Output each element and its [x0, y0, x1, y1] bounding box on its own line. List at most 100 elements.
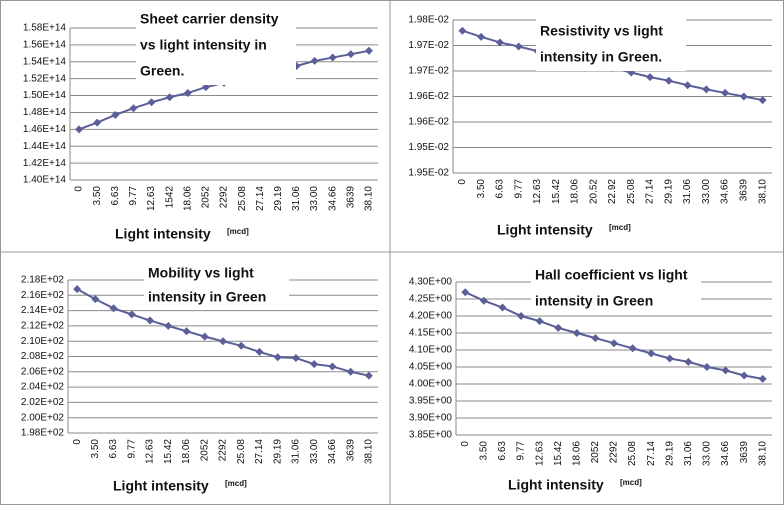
x-tick-label: 27.14 — [254, 439, 265, 464]
x-tick-label: 25.08 — [627, 441, 638, 466]
x-tick-label: 12.63 — [146, 186, 157, 211]
x-axis-label: Light intensity — [497, 222, 593, 238]
x-tick-label: 12.63 — [534, 441, 545, 466]
marker — [165, 93, 174, 102]
y-tick-label: 4.25E+00 — [409, 294, 453, 305]
y-tick-label: 2.04E+02 — [21, 382, 65, 393]
y-tick-label: 1.97E-02 — [408, 40, 449, 51]
y-tick-label: 2.08E+02 — [21, 351, 65, 362]
marker — [479, 296, 488, 305]
y-tick-label: 2.16E+02 — [21, 290, 65, 301]
marker — [758, 374, 767, 383]
chart-title: intensity in Green. — [540, 49, 662, 65]
x-tick-label: 6.63 — [497, 441, 508, 461]
x-tick-label: 1542 — [164, 186, 175, 209]
marker — [200, 332, 209, 341]
x-tick-label: 15.42 — [553, 441, 564, 466]
marker — [721, 88, 730, 97]
y-tick-label: 3.85E+00 — [409, 430, 453, 441]
marker — [109, 304, 118, 313]
y-tick-label: 1.98E+02 — [21, 428, 65, 439]
marker — [495, 38, 504, 47]
marker — [91, 295, 100, 304]
chart-title: Resistivity vs light — [540, 23, 663, 39]
y-tick-label: 1.96E-02 — [408, 117, 449, 128]
marker — [458, 26, 467, 35]
marker — [646, 73, 655, 82]
x-tick-label: 3.50 — [479, 441, 490, 461]
y-tick-label: 1.42E+14 — [23, 158, 67, 169]
x-tick-label: 15.42 — [551, 179, 562, 204]
x-tick-label: 0 — [72, 439, 83, 445]
marker — [535, 317, 544, 326]
marker — [255, 347, 264, 356]
y-tick-label: 4.05E+00 — [409, 362, 453, 373]
y-tick-label: 2.00E+02 — [21, 412, 65, 423]
y-tick-label: 1.97E-02 — [408, 66, 449, 77]
x-tick-label: 25.08 — [237, 186, 248, 211]
x-tick-label: 9.77 — [128, 186, 139, 206]
chart-title: vs light intensity in — [140, 37, 267, 53]
marker — [702, 363, 711, 371]
marker — [73, 285, 82, 294]
x-tick-label: 6.63 — [495, 179, 506, 199]
x-tick-label: 33.00 — [701, 179, 712, 204]
title-box — [136, 7, 296, 85]
marker — [364, 46, 373, 55]
x-tick-label: 9.77 — [126, 439, 137, 459]
x-tick-label: 29.19 — [273, 186, 284, 211]
y-tick-label: 1.52E+14 — [23, 73, 67, 84]
x-tick-label: 0 — [74, 186, 85, 192]
x-tick-label: 2052 — [590, 441, 601, 464]
x-tick-label: 0 — [457, 179, 468, 185]
y-tick-label: 2.14E+02 — [21, 305, 65, 316]
marker — [237, 341, 246, 350]
y-tick-label: 4.30E+00 — [409, 277, 453, 288]
chart-title: Sheet carrier density — [140, 11, 279, 27]
y-tick-label: 3.90E+00 — [409, 413, 453, 424]
x-tick-label: 18.06 — [182, 186, 193, 211]
marker — [146, 316, 155, 325]
x-tick-label: 3.50 — [476, 179, 487, 199]
marker — [517, 312, 526, 320]
marker — [75, 125, 84, 134]
y-tick-label: 2.18E+02 — [21, 275, 65, 286]
marker — [554, 323, 563, 332]
marker — [664, 76, 673, 85]
x-axis-label: Light intensity — [115, 226, 211, 242]
y-tick-label: 1.98E-02 — [408, 15, 449, 26]
x-tick-label: 33.00 — [309, 186, 320, 211]
x-tick-label: 3639 — [345, 186, 356, 209]
marker — [328, 362, 337, 371]
marker — [346, 367, 355, 376]
marker — [702, 85, 711, 94]
x-axis-unit: [mcd] — [609, 223, 631, 232]
x-tick-label: 29.19 — [272, 439, 283, 464]
title-box — [531, 263, 701, 315]
y-tick-label: 1.96E-02 — [408, 91, 449, 102]
marker — [310, 360, 319, 369]
marker — [461, 288, 470, 297]
chart-title: Hall coefficient vs light — [535, 267, 688, 283]
marker — [758, 96, 767, 105]
marker — [183, 89, 192, 98]
marker — [111, 110, 120, 119]
x-tick-label: 3639 — [738, 179, 749, 202]
x-axis-unit: [mcd] — [225, 479, 247, 488]
y-tick-label: 1.54E+14 — [23, 56, 67, 67]
x-axis-unit: [mcd] — [227, 227, 249, 236]
marker — [273, 353, 282, 362]
x-tick-label: 31.06 — [291, 186, 302, 211]
x-tick-label: 20.52 — [588, 179, 599, 204]
x-tick-label: 33.00 — [702, 441, 713, 466]
x-tick-label: 18.06 — [181, 439, 192, 464]
x-tick-label: 27.14 — [646, 441, 657, 466]
title-box — [536, 19, 686, 71]
y-tick-label: 1.95E-02 — [408, 168, 449, 179]
x-tick-label: 9.77 — [516, 441, 527, 461]
marker — [591, 334, 600, 343]
x-tick-label: 2292 — [609, 441, 620, 464]
y-tick-label: 2.12E+02 — [21, 321, 65, 332]
marker — [219, 337, 227, 346]
